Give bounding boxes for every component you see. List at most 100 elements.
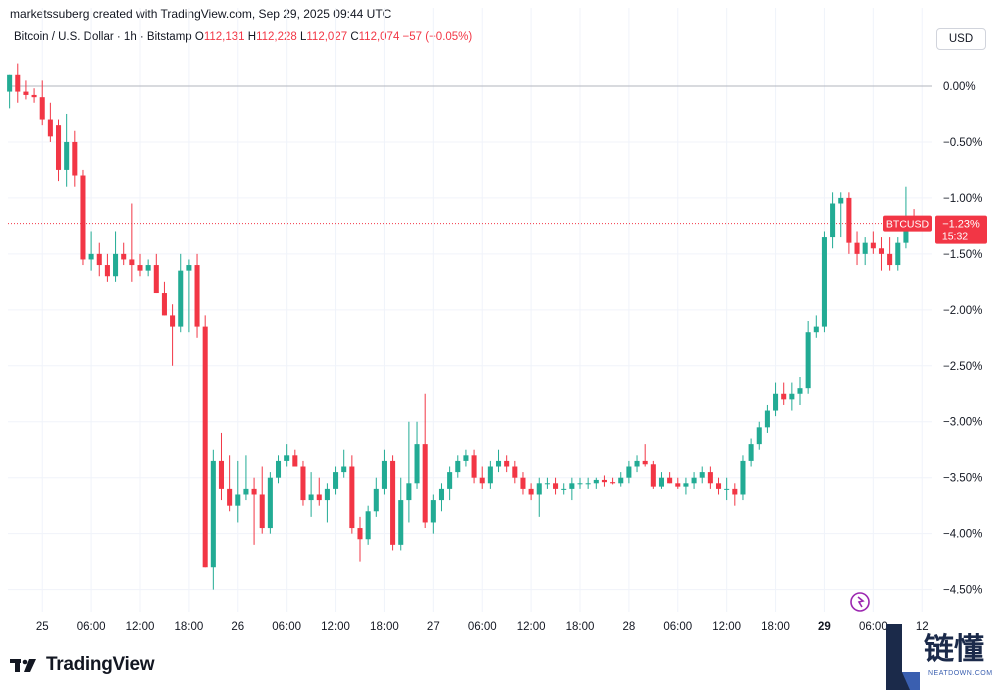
candle[interactable] [202, 315, 208, 568]
candle[interactable] [15, 63, 21, 103]
candle[interactable] [438, 483, 445, 512]
candle[interactable] [161, 281, 167, 316]
candle[interactable] [267, 472, 273, 534]
candle[interactable] [707, 466, 713, 489]
candle[interactable] [39, 80, 45, 126]
candle[interactable] [773, 382, 779, 417]
candle[interactable] [186, 259, 192, 333]
candle[interactable] [789, 382, 795, 411]
candle[interactable] [658, 472, 665, 489]
candle[interactable] [31, 88, 37, 103]
candle[interactable] [145, 259, 151, 277]
candle[interactable] [642, 444, 648, 467]
candle[interactable] [634, 455, 640, 473]
candle[interactable] [390, 455, 396, 551]
candle[interactable] [830, 192, 836, 249]
candle[interactable] [878, 237, 885, 271]
candle[interactable] [324, 483, 330, 523]
candle[interactable] [756, 421, 762, 450]
candle[interactable] [561, 483, 567, 495]
replay-icon[interactable] [850, 592, 870, 612]
candle[interactable] [72, 130, 78, 187]
candle[interactable] [64, 113, 70, 187]
candle[interactable] [398, 477, 404, 551]
candle[interactable] [691, 472, 697, 489]
candle[interactable] [846, 192, 852, 254]
candle[interactable] [764, 404, 770, 433]
candle[interactable] [357, 516, 363, 562]
candle[interactable] [675, 477, 681, 489]
candle[interactable] [528, 483, 534, 501]
candle[interactable] [308, 472, 314, 517]
candle[interactable] [333, 466, 339, 495]
candle[interactable] [813, 315, 819, 338]
candle[interactable] [626, 460, 632, 484]
candle[interactable] [284, 444, 290, 467]
candle[interactable] [512, 460, 518, 484]
candle[interactable] [88, 231, 94, 271]
candle[interactable] [585, 477, 591, 489]
candle[interactable] [316, 477, 322, 506]
candle[interactable] [104, 253, 110, 282]
candle[interactable] [724, 477, 730, 501]
candle[interactable] [129, 203, 135, 282]
currency-selector-button[interactable]: USD [936, 28, 986, 50]
candle[interactable] [292, 449, 298, 467]
candle[interactable] [650, 460, 656, 489]
candle[interactable] [210, 449, 216, 590]
candle[interactable] [821, 231, 827, 333]
candle[interactable] [373, 477, 379, 517]
candle[interactable] [495, 449, 502, 473]
candle[interactable] [895, 237, 901, 271]
candle[interactable] [96, 242, 102, 277]
candle[interactable] [341, 449, 347, 478]
candle[interactable] [80, 169, 86, 266]
candle[interactable] [227, 455, 233, 512]
candle[interactable] [170, 304, 176, 366]
candle[interactable] [569, 477, 575, 501]
candle[interactable] [406, 421, 412, 523]
candle[interactable] [300, 460, 306, 506]
candle[interactable] [805, 321, 811, 394]
candle[interactable] [748, 438, 754, 467]
candle[interactable] [422, 393, 428, 529]
candle[interactable] [243, 455, 249, 501]
candle[interactable] [601, 475, 607, 487]
candle[interactable] [667, 472, 673, 484]
candle[interactable] [593, 477, 599, 489]
candle[interactable] [235, 460, 241, 523]
candle[interactable] [870, 231, 876, 254]
candle[interactable] [47, 102, 53, 142]
candle[interactable] [536, 477, 542, 517]
candle[interactable] [487, 460, 493, 489]
candle[interactable] [153, 253, 159, 294]
candle[interactable] [137, 253, 143, 277]
candle[interactable] [7, 74, 13, 109]
candle[interactable] [23, 80, 29, 100]
candle[interactable] [447, 466, 453, 501]
candle[interactable] [504, 455, 510, 473]
candle[interactable] [471, 449, 477, 484]
candle[interactable] [838, 192, 844, 238]
candle[interactable] [797, 376, 803, 405]
candle[interactable] [699, 466, 705, 484]
candle[interactable] [854, 231, 860, 266]
candle[interactable] [251, 477, 257, 545]
candle[interactable] [479, 466, 485, 489]
candle[interactable] [218, 432, 225, 501]
tradingview-logo[interactable]: TradingView [10, 654, 155, 676]
candle[interactable] [715, 477, 722, 495]
candle[interactable] [553, 477, 559, 495]
candle[interactable] [414, 421, 420, 489]
candle[interactable] [455, 455, 461, 478]
candle[interactable] [121, 242, 127, 266]
candle[interactable] [732, 483, 738, 506]
candle[interactable] [194, 253, 200, 338]
candle[interactable] [430, 494, 436, 534]
candle[interactable] [55, 119, 62, 182]
candle[interactable] [618, 472, 624, 487]
candle[interactable] [740, 455, 746, 501]
candle[interactable] [781, 382, 787, 405]
candle[interactable] [463, 449, 469, 467]
